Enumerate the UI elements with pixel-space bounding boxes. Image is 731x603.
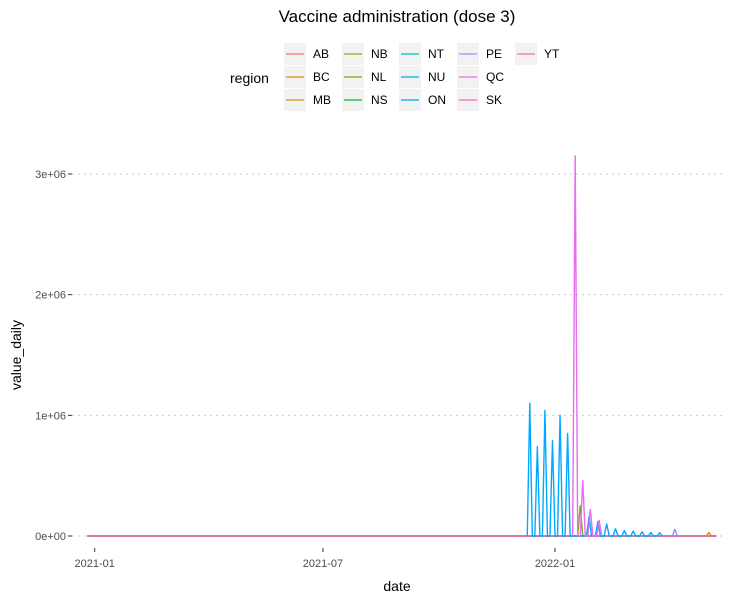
- series-line-on: [526, 402, 663, 537]
- legend-label-bc: BC: [313, 70, 330, 84]
- series-line-pe: [671, 528, 678, 537]
- x-tick-label: 2021-01: [75, 558, 115, 570]
- x-tick-label: 2021-07: [303, 558, 343, 570]
- legend-label-qc: QC: [486, 70, 504, 84]
- legend-label-nl: NL: [371, 70, 387, 84]
- series-line-qc: [571, 155, 603, 537]
- series-line-nl: [577, 505, 584, 537]
- y-tick-label: 3e+06: [35, 169, 66, 181]
- x-axis-title: date: [383, 578, 410, 594]
- gridlines: [72, 173, 724, 537]
- y-tick-label: 1e+06: [35, 410, 66, 422]
- legend: region AB BC MB NB NL NS NT NU ON PE QC SK YT: [230, 43, 560, 111]
- legend-label-ns: NS: [371, 93, 388, 107]
- y-axis-title: value_daily: [8, 320, 24, 390]
- x-tick-label: 2022-01: [535, 558, 575, 570]
- legend-label-on: ON: [428, 93, 446, 107]
- x-axis-ticks: 2021-01 2021-07 2022-01: [75, 548, 575, 570]
- legend-label-nu: NU: [428, 70, 445, 84]
- chart-title: Vaccine administration (dose 3): [279, 7, 516, 26]
- legend-label-pe: PE: [486, 47, 502, 61]
- y-axis-ticks: 0e+00 1e+06 2e+06 3e+06: [35, 169, 72, 543]
- legend-title: region: [230, 70, 269, 86]
- legend-label-ab: AB: [313, 47, 329, 61]
- y-tick-label: 0e+00: [35, 531, 66, 543]
- legend-label-nt: NT: [428, 47, 445, 61]
- legend-label-nb: NB: [371, 47, 388, 61]
- series-line-bc: [705, 531, 712, 537]
- legend-label-yt: YT: [544, 47, 560, 61]
- legend-label-mb: MB: [313, 93, 331, 107]
- legend-items: AB BC MB NB NL NS NT NU ON PE QC SK YT: [284, 43, 560, 111]
- y-tick-label: 2e+06: [35, 290, 66, 302]
- legend-label-sk: SK: [486, 93, 502, 107]
- series-lines: [526, 155, 712, 537]
